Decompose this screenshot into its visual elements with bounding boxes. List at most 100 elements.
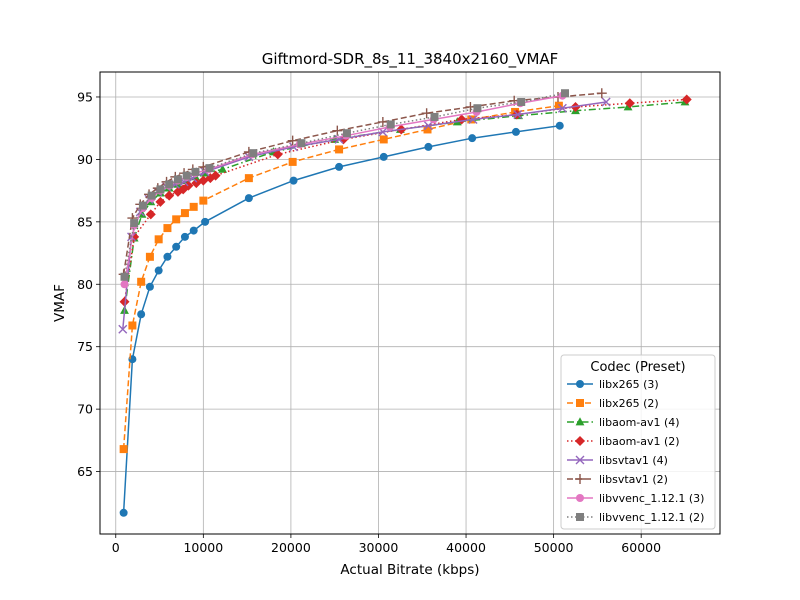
legend-item: libx265 (2) [567,397,659,410]
data-point [163,224,172,233]
data-point [191,167,200,176]
data-point [165,180,174,189]
data-point [430,112,439,121]
plot-frame [99,71,721,535]
data-point [145,209,156,220]
data-point [182,171,191,180]
legend-item: libx265 (3) [567,378,659,391]
x-axis-label: Actual Bitrate (kbps) [340,562,479,578]
legend-item: libvvenc_1.12.1 (2) [567,511,704,524]
data-point [468,134,477,143]
data-point [199,196,208,205]
data-point [297,139,306,148]
data-point [473,104,482,113]
data-point [145,252,154,261]
data-point [423,125,432,134]
data-point [379,152,388,161]
data-point [164,190,175,201]
data-point [624,98,635,109]
series-group [118,88,692,517]
data-point [180,209,189,218]
data-point [128,321,137,330]
legend-marker [575,436,585,446]
legend-marker [575,455,585,465]
data-point [555,121,564,130]
legend-marker [576,380,584,388]
data-point [173,175,182,184]
series-line [122,124,560,513]
axis-ticks: 0 10000 20000 30000 40000 50000 60000 65 70 75 80 8… [77,89,661,555]
x-tick-label: 40000 [446,540,486,555]
x-tick-label: 20000 [271,540,311,555]
data-point [172,215,181,224]
x-tick-label: 60000 [621,540,661,555]
legend-marker [575,417,585,426]
legend-label: libsvtav1 (2) [599,473,668,486]
y-tick-label: 65 [77,464,93,479]
data-point [218,164,227,173]
data-point [377,116,388,127]
data-point [154,266,163,275]
data-point [423,121,433,131]
data-point [244,194,253,203]
data-point [511,127,520,136]
data-point [172,242,181,251]
legend-label: libx265 (2) [599,397,659,410]
chart-title: Giftmord-SDR_8s_11_3840x2160_VMAF [262,50,559,69]
data-point [386,120,395,129]
data-point [249,149,258,158]
data-point [155,196,166,207]
data-point [335,145,344,154]
data-point [137,310,146,319]
series-line [122,104,560,450]
legend: Codec (Preset) libx265 (3) libx265 (2) lib… [560,354,716,530]
data-point [137,277,146,286]
data-point [130,219,139,228]
data-point [156,185,165,194]
data-point [513,109,523,119]
data-point [145,282,154,291]
data-point [681,94,692,105]
data-point [424,142,433,151]
y-tick-label: 80 [77,277,93,292]
data-point [379,135,388,144]
data-point [189,202,198,211]
legend-label: libsvtav1 (4) [599,454,668,467]
legend-label: libaom-av1 (4) [599,416,680,429]
data-point [180,232,189,241]
data-point [287,135,298,146]
data-point [154,235,163,244]
legend-item: libaom-av1 (4) [567,416,680,429]
data-point [119,508,128,517]
data-point [561,89,569,98]
data-point [554,101,563,110]
y-tick-label: 90 [77,152,93,167]
legend-label: libx265 (3) [599,378,659,391]
x-tick-label: 0 [112,540,120,555]
data-point [557,103,567,113]
data-point [205,164,214,173]
data-point [119,296,130,307]
legend-item: libsvtav1 (2) [567,473,668,486]
data-point [119,445,128,454]
legend-item: libaom-av1 (2) [567,435,680,448]
y-tick-label: 75 [77,339,93,354]
data-point [244,174,253,183]
y-tick-label: 85 [77,214,93,229]
y-tick-label: 95 [77,89,93,104]
series-7 [120,89,569,281]
x-tick-label: 10000 [183,540,223,555]
data-point [332,125,343,136]
legend-marker [576,399,584,407]
data-point [120,272,129,281]
x-tick-label: 50000 [534,540,574,555]
data-point [335,162,344,171]
data-point [120,280,129,289]
data-point [118,324,128,334]
legend-title: Codec (Preset) [590,360,685,375]
legend-marker [576,513,584,521]
data-point [468,114,478,124]
y-tick-label: 70 [77,402,93,417]
data-point [596,88,607,99]
legend-marker [576,494,584,502]
